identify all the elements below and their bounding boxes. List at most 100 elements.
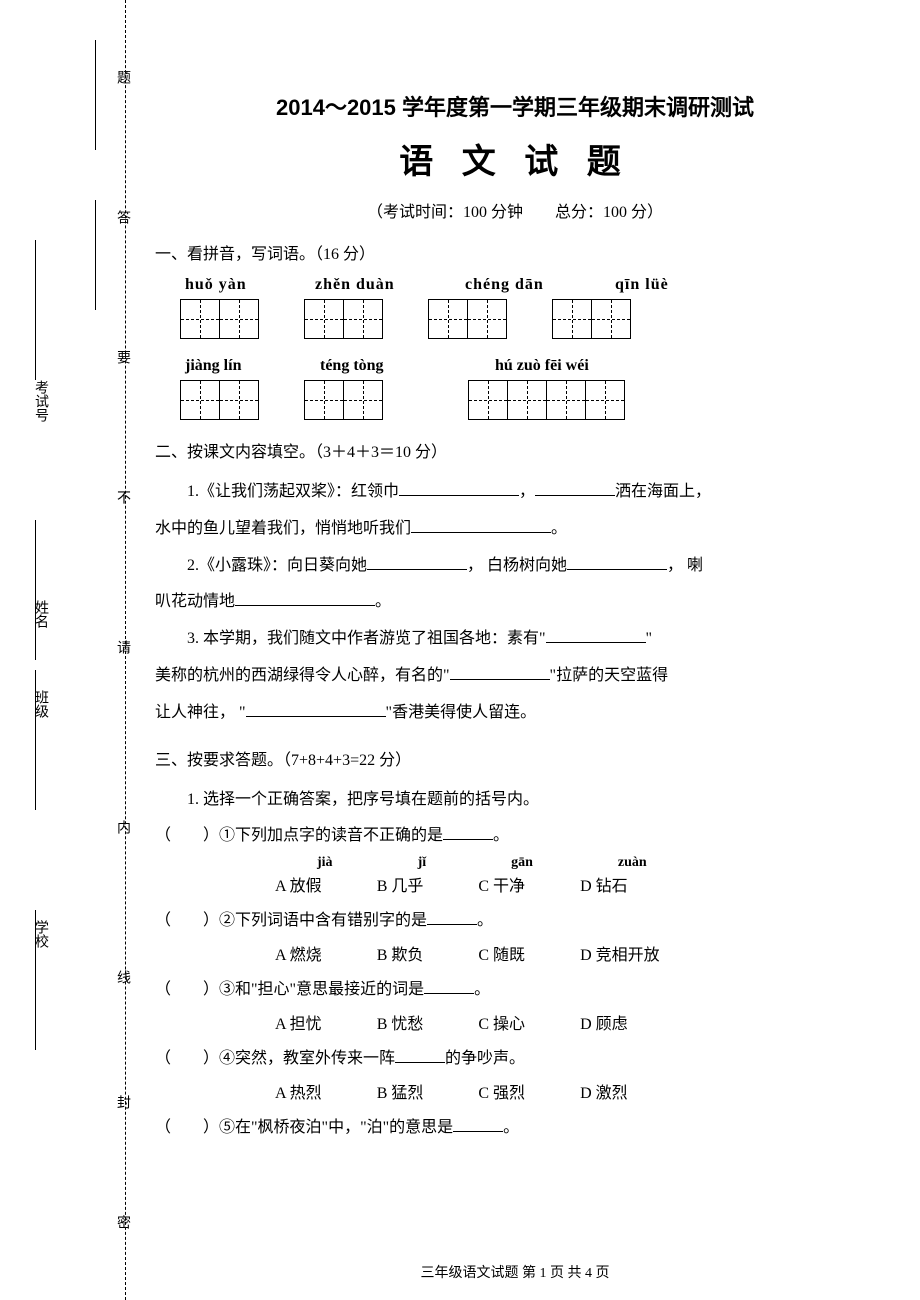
option[interactable]: A 燃烧 (275, 940, 322, 972)
option[interactable]: D 顾虑 (580, 1009, 628, 1041)
mcq-stem: （ ）②下列词语中含有错别字的是。 (155, 903, 875, 940)
options-row: A 热烈 B 猛烈 C 强烈 D 激烈 (275, 1078, 875, 1110)
fill-blank-question: 美称的杭州的西湖绿得令人心醉，有名的" "拉萨的天空蓝得 (155, 658, 875, 695)
exam-meta: （考试时间：100 分钟 总分：100 分） (155, 198, 875, 222)
side-rule (35, 520, 36, 660)
text: "拉萨的天空蓝得 (550, 667, 669, 684)
option[interactable]: B 忧愁 (377, 1009, 424, 1041)
option[interactable]: C 强烈 (478, 1078, 525, 1110)
tianzige[interactable] (552, 299, 631, 339)
seal-char: 答 (118, 210, 132, 224)
answer-blank[interactable] (546, 642, 646, 643)
option[interactable]: C 干净 (478, 871, 525, 903)
pinyin: huǒ yàn (185, 276, 270, 294)
pinyin: zuàn (618, 855, 647, 871)
section-3-head: 三、按要求答题。（7+8+4+3=22 分） (155, 746, 875, 770)
option[interactable]: C 随既 (478, 940, 525, 972)
option[interactable]: D 激烈 (580, 1078, 628, 1110)
pinyin: hú zuò fēi wéi (495, 357, 695, 375)
page-content: 2014～2015 学年度第一学期三年级期末调研测试 语 文 试 题 （考试时间… (155, 90, 875, 1146)
field-label-name: 姓名 (20, 600, 50, 628)
text: 。 (551, 520, 567, 537)
tianzige[interactable] (180, 380, 259, 420)
tianzige[interactable] (180, 299, 259, 339)
text: 。 (503, 1119, 519, 1136)
pinyin-row: jiàng lín téng tòng hú zuò fēi wéi (185, 357, 875, 375)
answer-blank[interactable] (235, 605, 375, 606)
section-1-head: 一、看拼音，写词语。（16 分） (155, 240, 875, 264)
text: 让人神往， " (155, 704, 246, 721)
fill-blank-question: 2.《小露珠》：向日葵向她 ， 白杨树向她 ， 喇 (155, 548, 875, 585)
options-row: A 放假 B 几乎 C 干净 D 钻石 (275, 871, 875, 903)
tianzige[interactable] (428, 299, 507, 339)
text: 美称的杭州的西湖绿得令人心醉，有名的" (155, 667, 450, 684)
text: 洒在海面上， (615, 483, 711, 500)
instruction: 1. 选择一个正确答案，把序号填在题前的括号内。 (155, 782, 875, 819)
fill-blank-question: 水中的鱼儿望着我们，悄悄地听我们 。 (155, 511, 875, 548)
mcq-stem: （ ）④突然，教室外传来一阵 的争吵声。 (155, 1041, 875, 1078)
binding-panel: 题 答 要 不 请 内 线 封 密 考试号 姓名 班级 学校 (0, 0, 150, 1300)
choice-blank[interactable] (443, 839, 493, 840)
option[interactable]: A 放假 (275, 871, 322, 903)
option[interactable]: D 钻石 (580, 871, 628, 903)
answer-blank[interactable] (450, 679, 550, 680)
answer-blank[interactable] (411, 532, 551, 533)
exam-pretitle: 2014～2015 学年度第一学期三年级期末调研测试 (155, 90, 875, 122)
pinyin: zhěn duàn (315, 276, 420, 294)
choice-blank[interactable] (424, 993, 474, 994)
text: 叭花动情地 (155, 593, 235, 610)
seal-char: 题 (118, 70, 132, 84)
text: （ ）②下列词语中含有错别字的是 (155, 912, 427, 929)
option[interactable]: C 操心 (478, 1009, 525, 1041)
text: ， 白杨树向她 (467, 557, 567, 574)
answer-blank[interactable] (399, 495, 519, 496)
tianzige-row (180, 299, 875, 339)
option[interactable]: D 竞相开放 (580, 940, 660, 972)
option[interactable]: B 猛烈 (377, 1078, 424, 1110)
pinyin: jiàng lín (185, 357, 285, 375)
fill-blank-question: 让人神往， " "香港美得使人留连。 (155, 695, 875, 732)
text: 2.《小露珠》：向日葵向她 (187, 557, 367, 574)
pinyin-row: huǒ yàn zhěn duàn chéng dān qīn lüè (185, 276, 875, 294)
option[interactable]: A 担忧 (275, 1009, 322, 1041)
text: "香港美得使人留连。 (386, 704, 537, 721)
text: （ ）③和"担心"意思最接近的词是 (155, 981, 424, 998)
option[interactable]: B 欺负 (377, 940, 424, 972)
option[interactable]: B 几乎 (377, 871, 424, 903)
answer-blank[interactable] (567, 569, 667, 570)
text: 。 (375, 593, 391, 610)
text: ， 喇 (667, 557, 703, 574)
answer-blank[interactable] (246, 716, 386, 717)
option-pinyin-row: jià jǐ gān zuàn (317, 855, 875, 871)
fill-blank-question: 叭花动情地 。 (155, 584, 875, 621)
choice-blank[interactable] (395, 1062, 445, 1063)
exam-title: 语 文 试 题 (155, 134, 875, 183)
seal-char: 不 (118, 490, 132, 504)
seal-char: 密 (118, 1215, 132, 1229)
text: 的争吵声。 (445, 1050, 525, 1067)
tianzige[interactable] (304, 380, 383, 420)
pinyin: chéng dān (465, 276, 570, 294)
page-footer: 三年级语文试题 第 1 页 共 4 页 (155, 1262, 875, 1282)
text: 3. 本学期，我们随文中作者游览了祖国各地：素有" (187, 630, 546, 647)
fill-blank-question: 3. 本学期，我们随文中作者游览了祖国各地：素有" " (155, 621, 875, 658)
seal-char: 请 (118, 640, 132, 654)
seal-char: 线 (118, 970, 132, 984)
text: （ ）①下列加点字的读音不正确的是 (155, 827, 443, 844)
option[interactable]: A 热烈 (275, 1078, 322, 1110)
fill-blank-question: 1.《让我们荡起双桨》：红领巾，洒在海面上， (155, 474, 875, 511)
tianzige[interactable] (304, 299, 383, 339)
pinyin: téng tòng (320, 357, 420, 375)
choice-blank[interactable] (427, 924, 477, 925)
side-rule (35, 240, 36, 380)
answer-blank[interactable] (367, 569, 467, 570)
tianzige-row (180, 380, 875, 420)
answer-blank[interactable] (535, 495, 615, 496)
text: " (646, 630, 653, 647)
text: （ ）④突然，教室外传来一阵 (155, 1050, 395, 1067)
text: 水中的鱼儿望着我们，悄悄地听我们 (155, 520, 411, 537)
choice-blank[interactable] (453, 1131, 503, 1132)
options-row: A 担忧 B 忧愁 C 操心 D 顾虑 (275, 1009, 875, 1041)
options-row: A 燃烧 B 欺负 C 随既 D 竞相开放 (275, 940, 875, 972)
tianzige[interactable] (468, 380, 625, 420)
